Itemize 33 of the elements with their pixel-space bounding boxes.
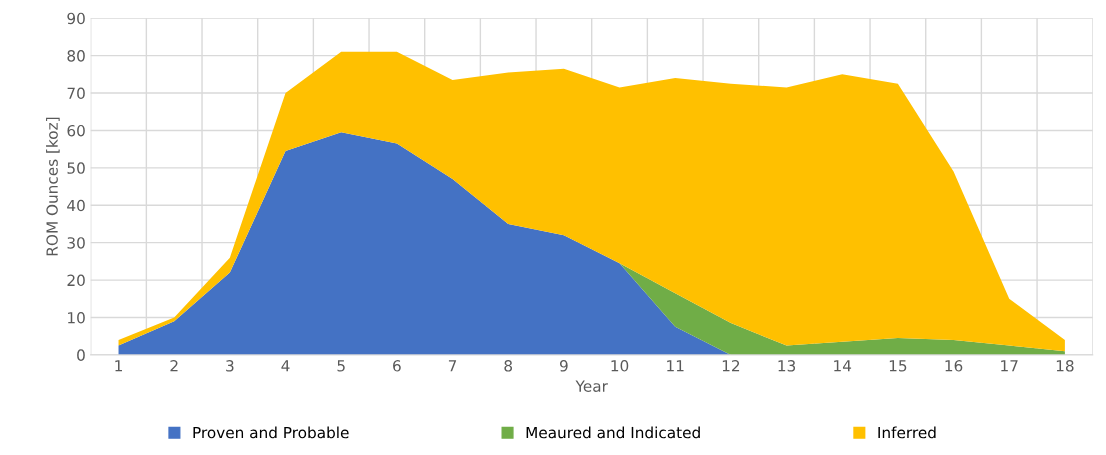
y-tick-label: 70 bbox=[67, 87, 85, 100]
x-tick-label: 2 bbox=[170, 360, 178, 372]
y-tick-label: 60 bbox=[67, 124, 85, 137]
x-tick-label: 17 bbox=[1001, 360, 1018, 372]
x-tick-label: 18 bbox=[1056, 360, 1074, 372]
y-tick-label: 80 bbox=[67, 50, 85, 62]
y-axis-title: ROM Ounces [koz] bbox=[46, 117, 60, 256]
legend-label: Meaured and Indicated bbox=[526, 426, 700, 439]
y-tick-label: 20 bbox=[67, 274, 85, 287]
legend-label: Inferred bbox=[878, 426, 936, 439]
x-tick-label: 12 bbox=[722, 360, 740, 372]
y-tick-label: 30 bbox=[67, 237, 85, 249]
legend-label: Proven and Probable bbox=[193, 426, 349, 439]
x-tick-label: 13 bbox=[778, 360, 796, 372]
y-tick-label: 90 bbox=[67, 12, 85, 25]
x-tick-label: 9 bbox=[559, 360, 568, 372]
x-tick-label: 1 bbox=[115, 360, 122, 372]
x-tick-label: 6 bbox=[393, 360, 401, 372]
y-tick-label: 50 bbox=[67, 162, 85, 174]
x-tick-label: 7 bbox=[448, 360, 457, 372]
y-tick-label: 0 bbox=[77, 349, 85, 361]
x-tick-label: 11 bbox=[667, 360, 684, 372]
x-tick-label: 10 bbox=[611, 360, 629, 372]
x-axis-title: Year bbox=[575, 380, 608, 392]
x-tick-label: 4 bbox=[281, 360, 290, 372]
x-tick-label: 5 bbox=[337, 360, 345, 372]
x-tick-label: 3 bbox=[226, 360, 234, 372]
x-tick-label: 16 bbox=[945, 360, 963, 372]
y-tick-label: 10 bbox=[68, 311, 85, 324]
x-tick-label: 15 bbox=[889, 360, 907, 372]
x-tick-label: 8 bbox=[504, 360, 513, 372]
x-tick-label: 14 bbox=[834, 360, 852, 372]
y-tick-label: 40 bbox=[67, 199, 85, 212]
